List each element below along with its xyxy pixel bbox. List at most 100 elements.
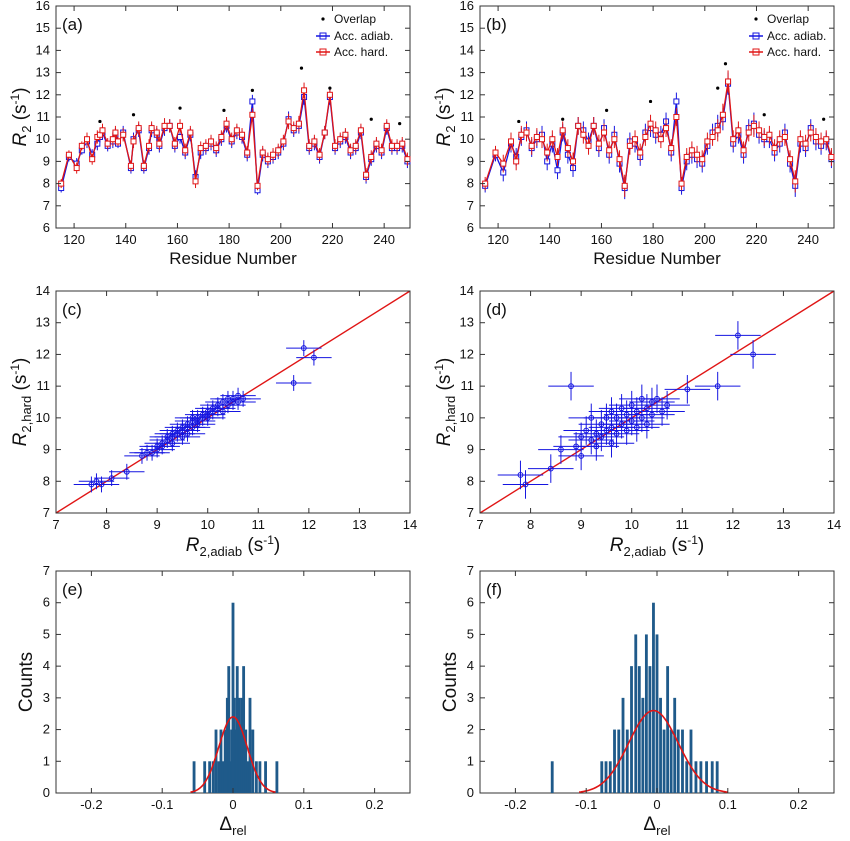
y-tick-label: 13 xyxy=(36,315,50,330)
scatter-point xyxy=(588,437,595,443)
hard-point xyxy=(332,142,339,149)
overlap-point xyxy=(762,113,766,117)
scatter-point xyxy=(547,465,554,472)
hard-point xyxy=(109,136,116,143)
y-tick-label: 9 xyxy=(467,153,474,168)
hard-point xyxy=(383,122,390,129)
hard-point xyxy=(730,136,737,143)
histogram-bar xyxy=(246,761,250,793)
hard-point xyxy=(549,136,556,143)
y-tick-label: 8 xyxy=(43,176,50,191)
hard-point xyxy=(740,147,747,154)
hard-point xyxy=(311,138,318,145)
legend-overlap-marker xyxy=(754,17,758,21)
ticks-b: 120 140 160 180 200 220 240 6 7 8 9 10 11 12 13 14 15 16 xyxy=(460,0,834,247)
x-tick-label: 14 xyxy=(403,517,417,532)
overlap-point xyxy=(605,108,609,112)
hard-point xyxy=(776,136,783,143)
x-axis-title-b: Residue Number xyxy=(593,249,721,268)
y-tick-label: 8 xyxy=(43,473,50,488)
hard-point xyxy=(187,129,194,136)
hard-point xyxy=(120,131,127,138)
y-axis-title-f: Counts xyxy=(440,652,461,712)
hard-point xyxy=(223,120,230,127)
legend-hard-marker xyxy=(319,48,327,56)
hard-point xyxy=(756,127,763,134)
y-tick-label: 10 xyxy=(36,131,50,146)
histogram-bar xyxy=(637,666,641,793)
hard-point xyxy=(112,129,119,136)
hard-point xyxy=(590,122,597,129)
scatter-point xyxy=(108,475,115,482)
overlap-point xyxy=(822,117,826,121)
hard-point xyxy=(559,127,566,134)
scatter-point xyxy=(618,421,625,428)
hard-point xyxy=(580,131,587,138)
y-tick-label: 2 xyxy=(43,722,50,737)
hard-point xyxy=(750,122,757,129)
x-tick-label: 160 xyxy=(167,232,189,247)
y-tick-label: 11 xyxy=(461,109,475,124)
hard-point xyxy=(347,147,354,154)
histogram-bar xyxy=(217,761,221,793)
x-tick-label: 10 xyxy=(624,517,638,532)
marks-d xyxy=(479,290,835,514)
x-tick-label: 7 xyxy=(476,517,483,532)
hard-point xyxy=(528,142,535,149)
ticks-f: -0.2 -0.1 0 0.1 0.2 0 1 2 3 4 5 6 7 xyxy=(467,563,834,812)
hard-point xyxy=(518,131,525,138)
hard-point xyxy=(73,165,80,172)
hard-point xyxy=(171,140,178,147)
hard-point xyxy=(228,136,235,143)
histogram-bar xyxy=(275,761,279,793)
histogram-bar xyxy=(613,729,616,793)
scatter-point xyxy=(311,354,317,361)
x-tick-label: 0 xyxy=(229,797,236,812)
panel-f: -0.2 -0.1 0 0.1 0.2 0 1 2 3 4 5 6 7 (f) Δrel Counts xyxy=(440,563,835,838)
hard-point xyxy=(254,182,261,189)
hard-point xyxy=(606,147,613,154)
plot-frame-d xyxy=(479,290,835,514)
x-tick-label: 14 xyxy=(827,517,841,532)
x-tick-label: -0.2 xyxy=(80,797,102,812)
y-tick-label: 0 xyxy=(467,785,474,800)
panel-b: 120 140 160 180 200 220 240678910111213141516 … xyxy=(432,0,835,268)
hard-point xyxy=(611,136,618,143)
histogram-bar xyxy=(227,666,231,793)
y-tick-label: 6 xyxy=(467,220,474,235)
y-tick-label: 16 xyxy=(460,0,474,13)
y-tick-label: 14 xyxy=(36,283,50,298)
gaussian-fit-curve xyxy=(190,716,276,793)
hard-point xyxy=(787,156,794,163)
x-tick-label: 13 xyxy=(352,517,366,532)
y-tick-label: 1 xyxy=(43,753,50,768)
y-tick-label: 14 xyxy=(460,42,474,57)
panel-e: -0.2 -0.1 0 0.1 0.2 0 1 2 3 4 5 6 7 (e) Δrel Counts xyxy=(16,563,411,838)
scatter-point xyxy=(659,408,665,415)
hard-point xyxy=(166,122,173,129)
x-tick-label: 13 xyxy=(776,517,790,532)
scatter-point xyxy=(219,408,226,415)
histogram-bar xyxy=(258,761,262,793)
y-tick-label: 1 xyxy=(467,753,474,768)
x-tick-label: 180 xyxy=(218,232,240,247)
scatter-point xyxy=(598,433,605,440)
hard-point xyxy=(275,147,282,154)
hard-point xyxy=(270,151,277,158)
y-axis-title-c: R2,hard (s-1) xyxy=(8,358,34,447)
histogram-bar xyxy=(625,729,629,793)
scatter-point xyxy=(750,351,756,358)
histogram-bar xyxy=(240,697,243,793)
scatter-point xyxy=(558,446,564,453)
hard-point xyxy=(601,129,608,136)
x-axis-title-e: Δrel xyxy=(219,814,246,838)
hard-point xyxy=(637,149,644,156)
scatter-point xyxy=(638,414,645,421)
legend-hard-label: Acc. hard. xyxy=(334,45,388,59)
x-tick-label: 0.1 xyxy=(295,797,313,812)
overlap-point xyxy=(222,108,226,112)
histogram-bar xyxy=(666,666,670,793)
hard-point xyxy=(130,138,137,145)
scatter-point xyxy=(649,411,655,418)
scatter-point xyxy=(139,453,145,459)
